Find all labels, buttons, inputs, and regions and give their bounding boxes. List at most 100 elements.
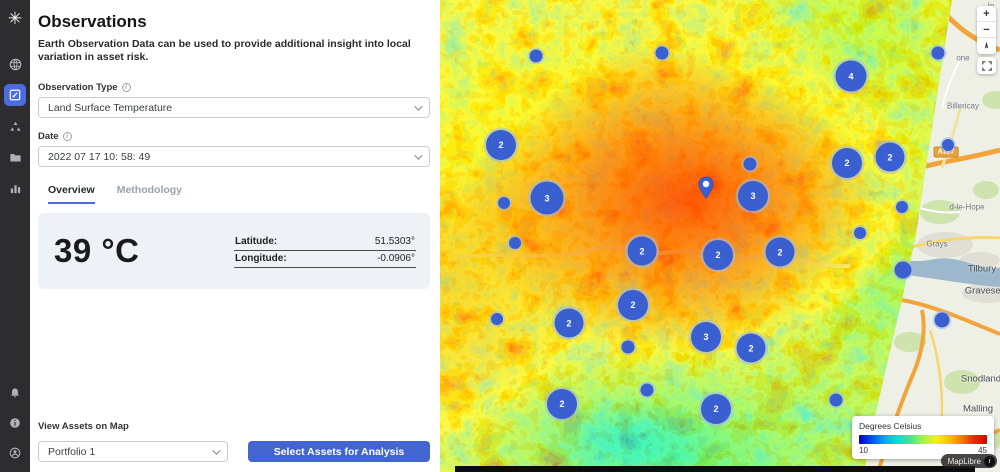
date-label: Date i — [38, 131, 430, 142]
asset-marker[interactable] — [931, 46, 945, 60]
latitude-value: 51.5303° — [374, 236, 415, 248]
cluster-marker[interactable]: 2 — [627, 236, 657, 266]
asset-marker[interactable] — [655, 46, 669, 60]
portfolio-select[interactable]: Portfolio 1 — [38, 441, 228, 462]
asset-marker[interactable] — [640, 383, 654, 397]
asset-marker[interactable] — [509, 237, 521, 249]
longitude-row: Longitude: -0.0906° — [234, 251, 416, 269]
asset-marker[interactable] — [491, 313, 503, 325]
hierarchy-icon — [9, 121, 21, 131]
cluster-marker[interactable]: 3 — [530, 181, 564, 215]
locate-icon — [984, 41, 989, 49]
asset-marker[interactable] — [829, 393, 843, 407]
legend-title: Degrees Celsius — [859, 421, 922, 431]
raster-scene-edge — [455, 466, 975, 472]
avatar-icon — [9, 447, 21, 459]
page-subtitle: Earth Observation Data can be used to pr… — [38, 38, 411, 64]
coordinates-table: Latitude: 51.5303° Longitude: -0.0906° — [234, 234, 416, 269]
zoom-out-button[interactable]: − — [977, 22, 996, 38]
place-label: Malling — [962, 403, 994, 415]
date-info-icon[interactable]: i — [62, 132, 72, 142]
chevron-down-icon — [212, 445, 221, 455]
asset-marker[interactable] — [942, 139, 954, 151]
assets-controls: View Assets on Map Portfolio 1 Select As… — [38, 421, 430, 462]
tab-overview[interactable]: Overview — [48, 184, 95, 205]
asset-marker[interactable] — [529, 49, 543, 63]
chevron-down-icon — [414, 102, 423, 111]
globe-icon — [9, 58, 21, 70]
cluster-marker[interactable]: 2 — [703, 240, 733, 270]
select-assets-button[interactable]: Select Assets for Analysis — [248, 441, 430, 462]
observations-icon — [9, 89, 21, 101]
tab-methodology[interactable]: Methodology — [116, 184, 183, 197]
heatmap-region-tint — [440, 0, 952, 472]
icon-rail: ✳ — [0, 0, 30, 472]
tab-bar: Overview Methodology — [38, 184, 430, 205]
temperature-value: 39 °C — [54, 232, 140, 270]
account-button[interactable] — [4, 442, 26, 464]
cluster-marker[interactable]: 2 — [736, 333, 766, 363]
observation-type-select[interactable]: Land Surface Temperature — [38, 97, 430, 119]
cluster-marker[interactable]: 2 — [618, 290, 648, 320]
sidebar-item-globe[interactable] — [4, 53, 26, 75]
date-value: 2022 07 17 10: 58: 49 — [48, 150, 151, 163]
cluster-marker[interactable]: 2 — [765, 237, 795, 267]
longitude-label: Longitude: — [235, 253, 287, 265]
lst-heatmap-raster — [440, 0, 952, 472]
map-canvas[interactable]: InoneBillericayd-le-HopeGraysTilburyGrav… — [440, 0, 1000, 472]
asset-marker[interactable] — [621, 340, 635, 354]
cluster-marker[interactable]: 2 — [875, 142, 905, 172]
cluster-marker[interactable]: 2 — [701, 394, 731, 424]
sidebar-item-hierarchy[interactable] — [4, 115, 26, 137]
date-select[interactable]: 2022 07 17 10: 58: 49 — [38, 146, 430, 168]
cluster-marker[interactable]: 2 — [547, 389, 577, 419]
zoom-in-button[interactable]: + — [977, 6, 996, 22]
sidebar-item-folder[interactable] — [4, 146, 26, 168]
place-label: Grays — [926, 239, 948, 249]
cluster-marker[interactable]: 3 — [691, 322, 721, 352]
observation-type-value: Land Surface Temperature — [48, 101, 173, 114]
latitude-label: Latitude: — [235, 236, 278, 248]
map-attribution[interactable]: MapLibre i — [940, 454, 997, 468]
place-label: Snodland — [960, 373, 1000, 385]
legend-gradient-bar — [859, 435, 987, 444]
fullscreen-button[interactable] — [977, 57, 996, 74]
locate-button[interactable] — [977, 38, 996, 54]
latitude-row: Latitude: 51.5303° — [234, 234, 416, 252]
cluster-marker[interactable]: 2 — [554, 308, 584, 338]
notifications-button[interactable] — [4, 382, 26, 404]
temperature-legend: Degrees Celsius 10 45 — [852, 416, 994, 459]
legend-min: 10 — [859, 446, 868, 455]
bell-icon — [11, 388, 19, 398]
sidebar-item-analytics[interactable] — [4, 177, 26, 199]
sidebar-item-observations[interactable] — [4, 84, 26, 106]
map-zoom-controls: + − — [977, 6, 996, 54]
chevron-down-icon — [414, 151, 423, 160]
asset-marker[interactable] — [896, 201, 908, 213]
asset-marker[interactable] — [894, 261, 912, 279]
legend-max: 45 — [978, 446, 987, 455]
location-pin-icon[interactable] — [697, 176, 715, 200]
observations-panel: Observations Earth Observation Data can … — [30, 0, 440, 472]
asset-marker[interactable] — [743, 157, 757, 171]
asset-marker[interactable] — [498, 197, 510, 209]
cluster-marker[interactable]: 2 — [486, 130, 516, 160]
info-icon — [10, 418, 20, 428]
observation-type-info-icon[interactable]: i — [121, 83, 131, 93]
app-logo-icon[interactable]: ✳ — [7, 9, 23, 28]
asset-marker[interactable] — [934, 312, 950, 328]
place-label: Gravesend — [964, 285, 1000, 297]
place-label: one — [956, 53, 970, 63]
cluster-marker[interactable]: 2 — [832, 148, 862, 178]
page-title: Observations — [38, 12, 147, 31]
observation-type-label: Observation Type i — [38, 82, 430, 93]
bar-chart-icon — [10, 184, 20, 193]
cluster-marker[interactable]: 4 — [835, 60, 867, 92]
info-button[interactable] — [4, 412, 26, 434]
attribution-info-icon[interactable]: i — [984, 455, 995, 467]
place-label: Billericay — [946, 101, 980, 111]
asset-marker[interactable] — [854, 227, 866, 239]
cluster-marker[interactable]: 3 — [738, 181, 768, 211]
portfolio-value: Portfolio 1 — [48, 445, 96, 458]
